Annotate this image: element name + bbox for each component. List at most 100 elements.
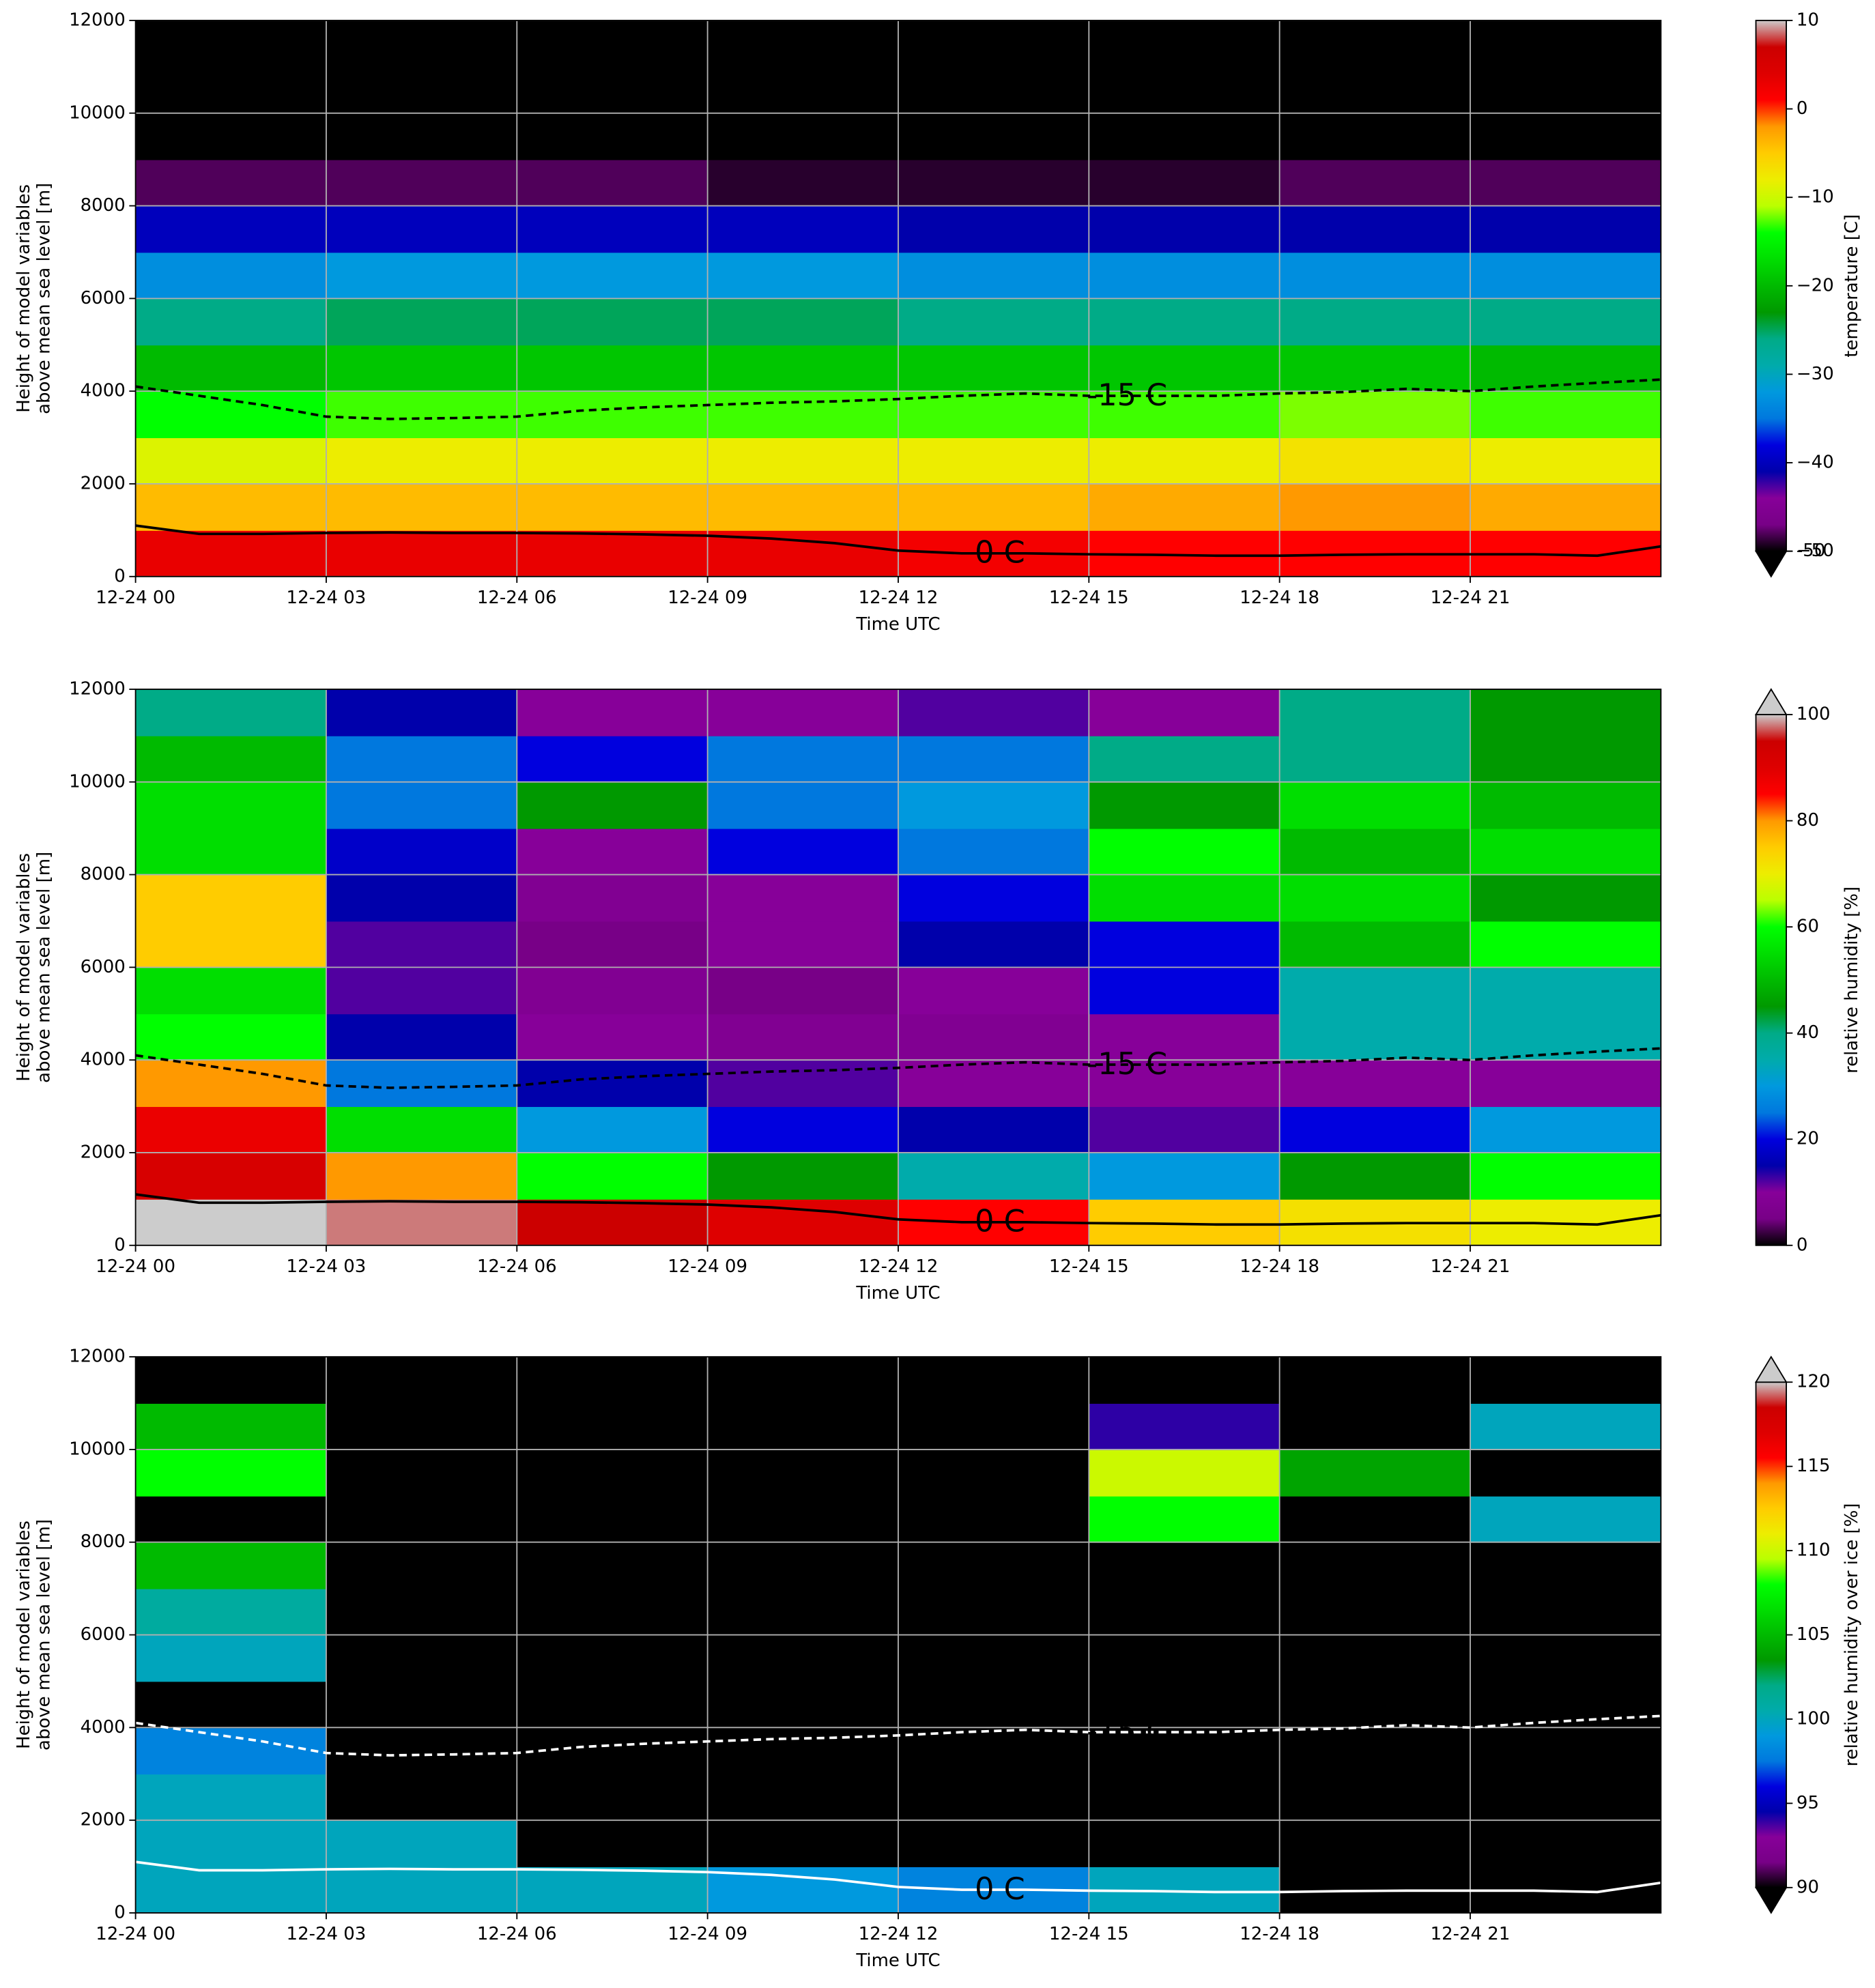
heatmap-cell (1470, 1449, 1661, 1497)
heatmap-cell (707, 1013, 899, 1061)
heatmap-cell (135, 345, 327, 392)
heatmap-cell (135, 391, 327, 439)
heatmap-cell (135, 1634, 327, 1682)
heatmap-cell (1470, 735, 1661, 783)
heatmap-cell (898, 66, 1090, 114)
heatmap-cell (898, 1774, 1090, 1821)
heatmap-cell (326, 298, 518, 346)
x-tick-label: 12-24 09 (668, 1924, 747, 1944)
heatmap-cell (326, 689, 518, 736)
heatmap-cell (1279, 1060, 1471, 1108)
heatmap-cell (135, 159, 327, 207)
heatmap-cell (1089, 921, 1280, 968)
heatmap-cell (1470, 1060, 1661, 1108)
colorbar (1755, 1381, 1788, 1888)
heatmap-cell (707, 205, 899, 253)
x-tick-label: 12-24 00 (96, 1924, 175, 1944)
heatmap-cell (1470, 252, 1661, 300)
heatmap-cell (135, 1681, 327, 1729)
heatmap-cell (1089, 1403, 1280, 1450)
heatmap-cell (135, 689, 327, 736)
x-tick-label: 12-24 18 (1240, 588, 1319, 608)
heatmap-cell (1279, 159, 1471, 207)
heatmap-cell (898, 1106, 1090, 1153)
heatmap-cell (1279, 1634, 1471, 1682)
heatmap-cell (1089, 1060, 1280, 1108)
heatmap-cell (1089, 1495, 1280, 1543)
heatmap-cell (898, 1542, 1090, 1589)
heatmap-cell (1470, 1403, 1661, 1450)
x-tick-label: 12-24 12 (859, 588, 939, 608)
heatmap-cell (326, 345, 518, 392)
heatmap-cell (517, 1820, 709, 1867)
heatmap-cell (517, 1727, 709, 1775)
colorbar-label: relative humidity over ice [%] (1842, 1503, 1862, 1767)
heatmap-cell (517, 1013, 709, 1061)
heatmap-cell (135, 967, 327, 1015)
heatmap-cell (326, 530, 518, 577)
heatmap-cell (326, 1013, 518, 1061)
colorbar-tick-label: 120 (1797, 1372, 1831, 1392)
heatmap-cell (326, 1634, 518, 1682)
heatmap-cell (1089, 781, 1280, 829)
heatmap-cell (707, 689, 899, 736)
heatmap-cell (1279, 1106, 1471, 1153)
heatmap-cell (326, 113, 518, 160)
heatmap-cell (517, 1867, 709, 1913)
heatmap-cell (1279, 391, 1471, 439)
colorbar-tick-label: −30 (1797, 364, 1834, 384)
heatmap-cell (898, 828, 1090, 876)
heatmap-cell (326, 205, 518, 253)
colorbar (1755, 20, 1788, 552)
x-tick-label: 12-24 00 (96, 1256, 175, 1277)
heatmap-cell (898, 20, 1090, 68)
heatmap-cell (1279, 437, 1471, 485)
y-tick-label: 12000 (69, 678, 126, 699)
heatmap-cell (1279, 252, 1471, 300)
y-axis-label: Height of model variables (14, 853, 34, 1082)
heatmap-cell (1089, 437, 1280, 485)
heatmap-cell (707, 159, 899, 207)
contour-line (135, 1860, 1661, 1894)
x-axis-label: Time UTC (855, 1283, 940, 1303)
colorbar-tick-label: −10 (1797, 187, 1834, 207)
heatmap-cell (707, 1495, 899, 1543)
y-axis-label: above mean sea level [m] (33, 852, 54, 1083)
heatmap-cell (1279, 781, 1471, 829)
heatmap-cell (326, 20, 518, 68)
y-tick-label: 2000 (81, 1142, 126, 1162)
heatmap-cell (898, 298, 1090, 346)
heatmap-cell (1470, 391, 1661, 439)
y-tick-label: 2000 (81, 473, 126, 493)
heatmap-cell (898, 1013, 1090, 1061)
heatmap-cell (1470, 828, 1661, 876)
heatmap-cell (707, 1634, 899, 1682)
heatmap-cell (1089, 1106, 1280, 1153)
heatmap-cell (517, 967, 709, 1015)
y-tick-label: 0 (114, 566, 126, 586)
heatmap-cell (326, 781, 518, 829)
x-tick-label: 12-24 15 (1049, 1924, 1129, 1944)
heatmap-cell (1470, 298, 1661, 346)
x-tick-label: 12-24 18 (1240, 1256, 1319, 1277)
colorbar-tick-label: 0 (1797, 1235, 1808, 1255)
heatmap-cell (135, 1013, 327, 1061)
contour-line (135, 1193, 1661, 1226)
heatmap-cell (326, 1495, 518, 1543)
colorbar-tick-label: −40 (1797, 452, 1834, 473)
heatmap-cell (1470, 921, 1661, 968)
heatmap-cell (1279, 1542, 1471, 1589)
heatmap-cell (135, 1198, 327, 1245)
x-tick-label: 12-24 00 (96, 588, 175, 608)
colorbar-tick-label: −50 (1797, 541, 1834, 561)
colorbar-tick-label: 20 (1797, 1129, 1819, 1149)
plot-area (135, 20, 1661, 577)
colorbar-tick-label: 10 (1797, 10, 1819, 30)
heatmap-cell (1089, 1681, 1280, 1729)
heatmap-cell (898, 159, 1090, 207)
heatmap-cell (1470, 1588, 1661, 1636)
heatmap-cell (1279, 1403, 1471, 1450)
heatmap-cell (135, 1542, 327, 1589)
x-tick-label: 12-24 21 (1431, 588, 1511, 608)
